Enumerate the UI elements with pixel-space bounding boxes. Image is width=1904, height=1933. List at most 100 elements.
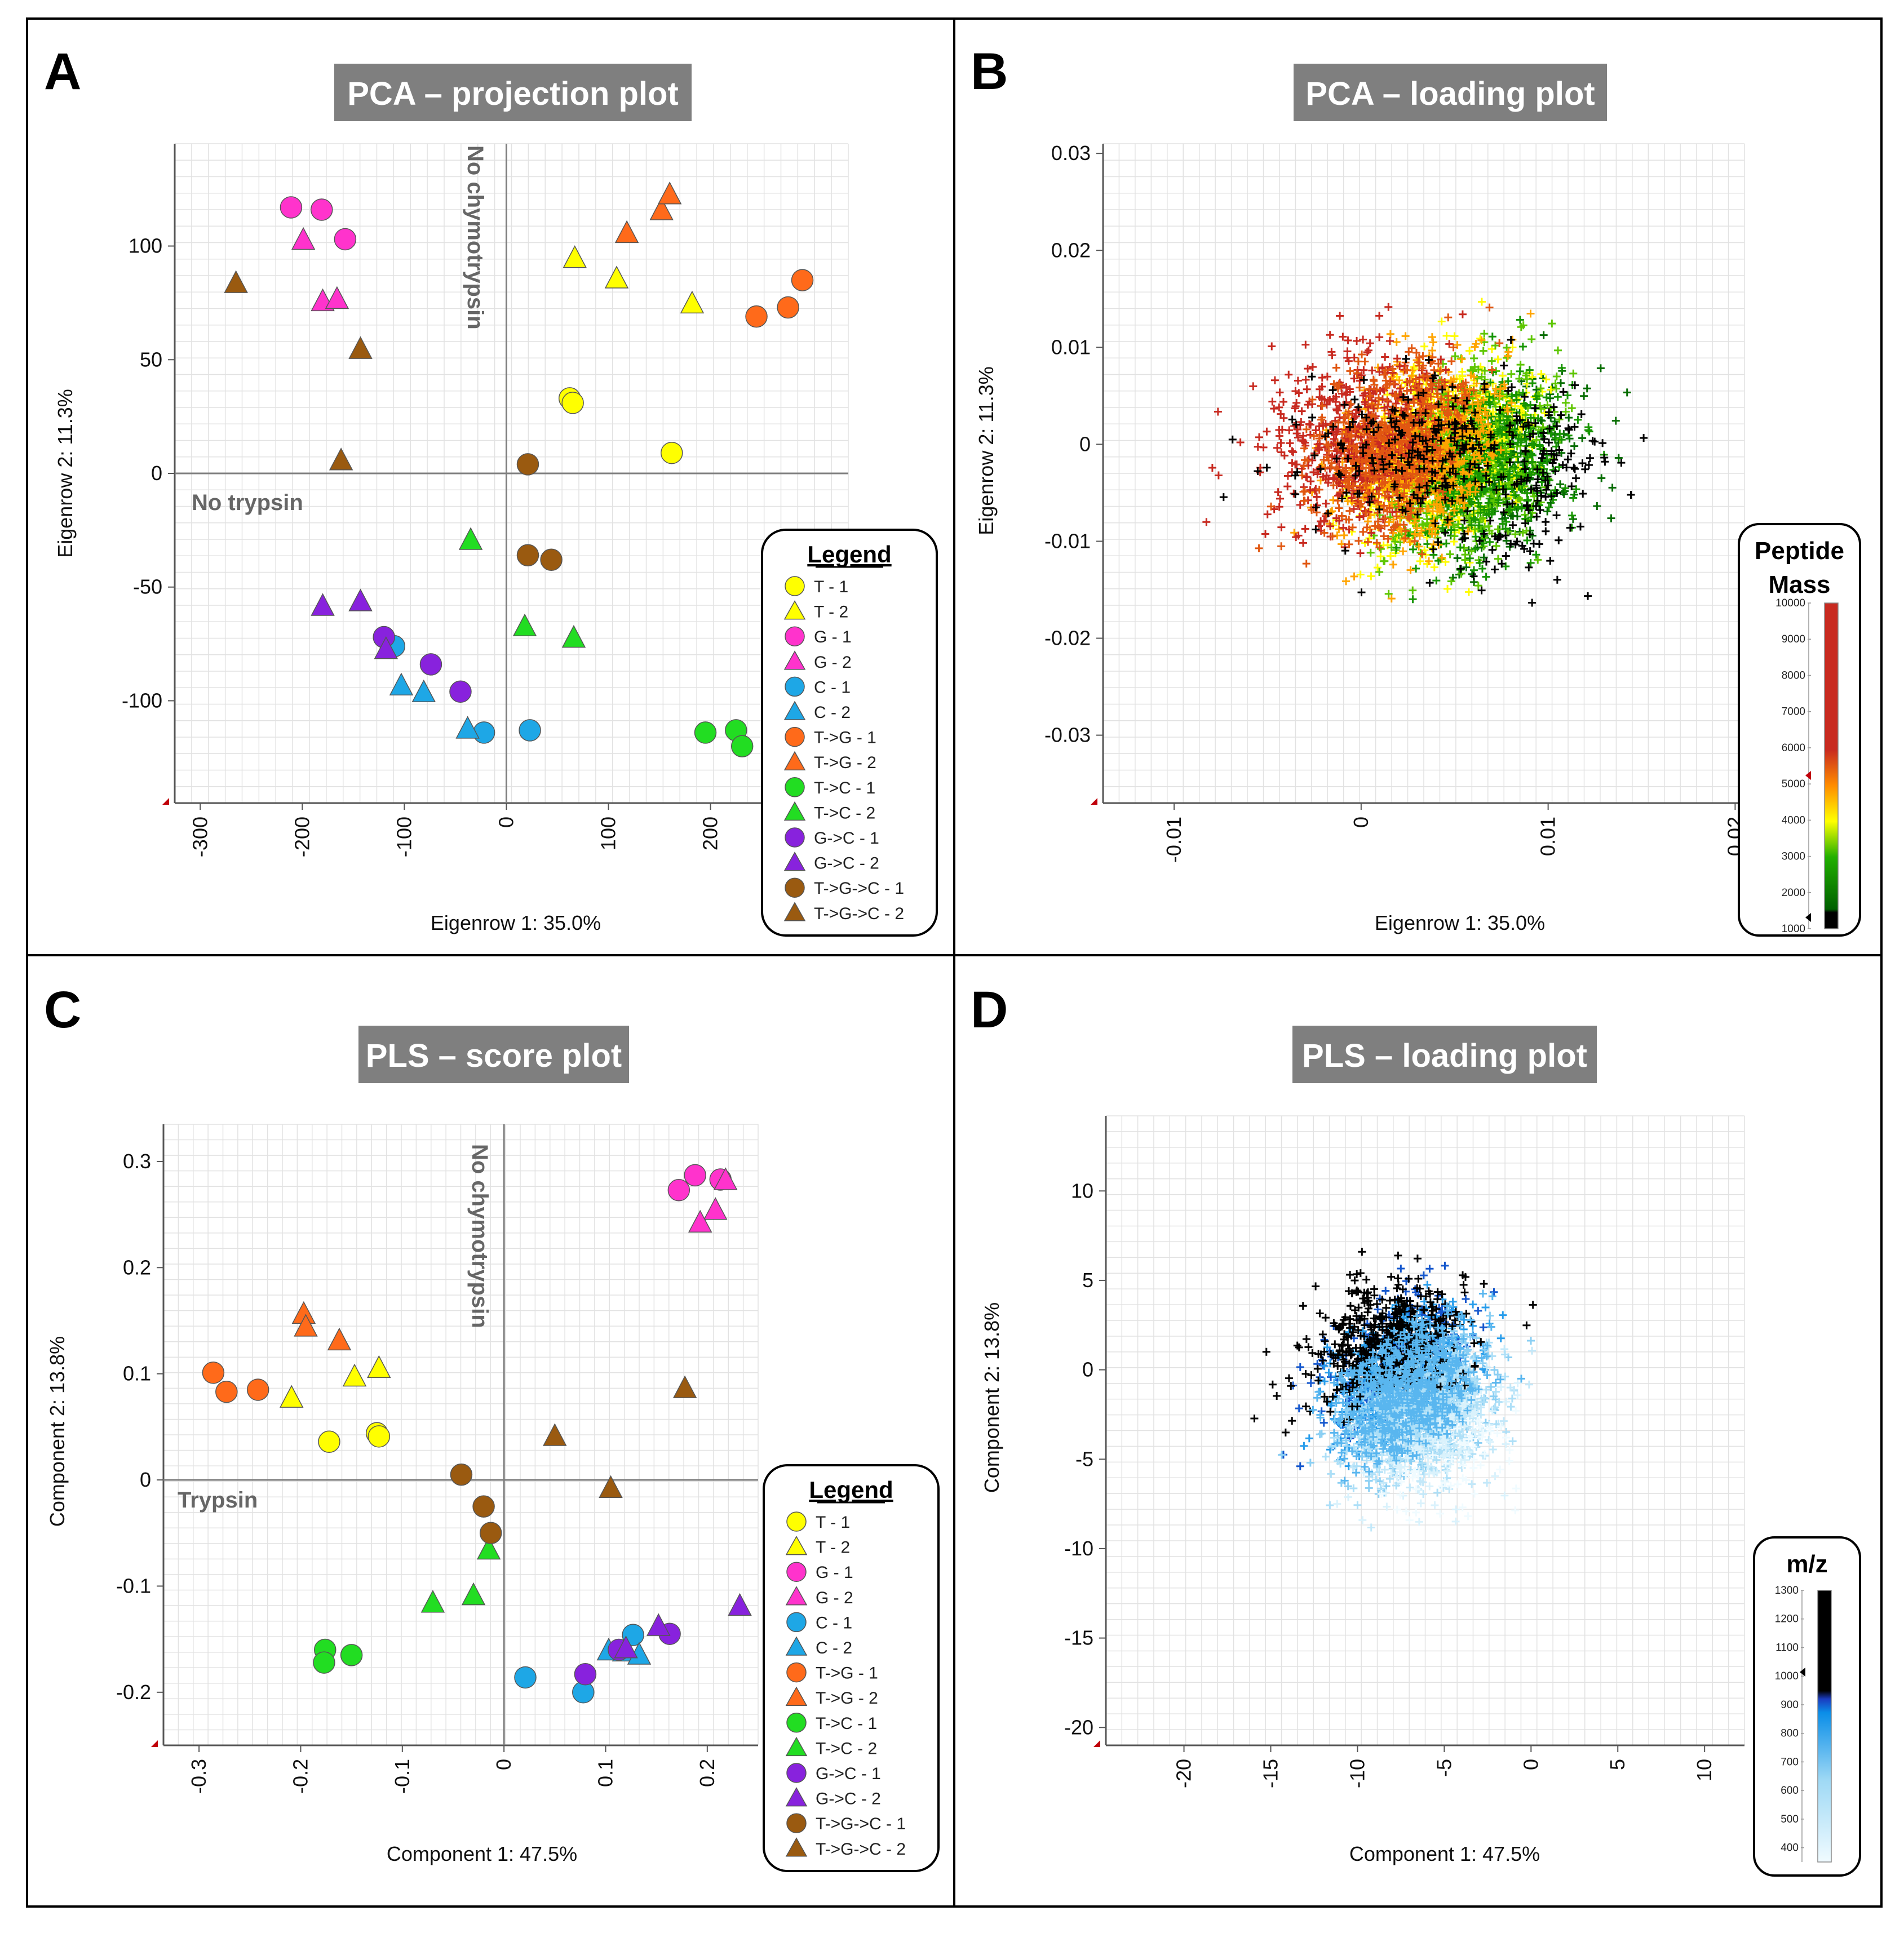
legend-entry: T->G->C - 1: [786, 1813, 906, 1833]
sample-point-c: [472, 1495, 495, 1518]
legend-marker-circle: [785, 576, 805, 596]
sample-point-c: [714, 1167, 738, 1190]
legend-label: T->C - 1: [814, 779, 875, 797]
legend-marker-circle: [786, 1612, 807, 1633]
panel-label-c: C: [44, 981, 81, 1039]
panel-c-xlabel: Component 1: 47.5%: [387, 1842, 577, 1865]
sample-point-a: [561, 624, 586, 648]
legend-label: C - 2: [814, 703, 851, 722]
panel-b-ytick-label: -0.03: [1044, 724, 1091, 747]
panel-d-ytick-label: 10: [1071, 1179, 1093, 1202]
legend-marker-triangle: [783, 801, 806, 821]
panel-b-loading-plot: -0.01 0 0.01 0.02-0.03-0.02-0.0100.010.020.…: [1044, 141, 1746, 863]
legend-marker-circle: [785, 827, 805, 848]
panel-a-title-box: PCA – projection plot: [334, 64, 692, 121]
sample-point-c: [688, 1209, 712, 1233]
legend-entry: T->G - 2: [785, 1686, 878, 1708]
panel-a-ytick-label: 50: [140, 348, 162, 371]
sample-point-a: [411, 679, 436, 703]
panel-d-xtick-label: 0: [1519, 1759, 1542, 1770]
colorbar-tick-label: 9000: [1782, 633, 1805, 645]
legend-label: T->C - 1: [816, 1714, 877, 1733]
sample-point-c: [215, 1380, 238, 1403]
sample-point-a: [519, 719, 541, 742]
sample-point-a: [694, 721, 717, 744]
panel-d-ytick-label: -20: [1064, 1715, 1093, 1739]
colorbar-gradient: [1817, 1590, 1832, 1863]
legend-label: G - 1: [814, 628, 852, 646]
panel-c-xtick-label: 0: [492, 1759, 515, 1770]
colorbar-tick-label: 2000: [1782, 887, 1805, 899]
colorbar-tick-label: 400: [1781, 1842, 1799, 1854]
sample-point-a: [325, 286, 349, 309]
legend-entry: C - 2: [783, 701, 851, 722]
colorbar-tick-label: 500: [1781, 1814, 1799, 1825]
panel-a-ytick-label: 100: [129, 234, 162, 258]
sample-point-c: [367, 1355, 391, 1378]
colorbar-tick-label: 700: [1781, 1756, 1799, 1768]
legend-marker-circle: [786, 1662, 807, 1683]
panel-a-xtick-label: 200: [699, 817, 722, 850]
panel-b-ytick-label: 0.03: [1051, 141, 1091, 165]
panel-d-loading-markers: [1377, 1407, 1520, 1524]
panel-d-ytick-label: 0: [1082, 1358, 1093, 1381]
legend-label: T->G->C - 2: [816, 1840, 906, 1859]
panel-c-ytick-label: -0.1: [116, 1574, 151, 1597]
panel-a-xtick-label: -100: [392, 817, 415, 857]
legend-label: T - 1: [814, 578, 848, 596]
panel-c-title: PLS – score plot: [366, 1038, 622, 1074]
panel-a-xlabel: Eigenrow 1: 35.0%: [431, 911, 601, 934]
legend-entry: G->C - 1: [786, 1763, 881, 1783]
panel-c-score-plot: -0.3 -0.2 -0.1 0 0.1 0.2 -0.2 -0.1 0 0.1 0.2 0.3: [116, 1124, 759, 1794]
legend-title: Legend: [807, 541, 891, 568]
legend-box: [763, 1464, 940, 1872]
colorbar-tick-label: 900: [1781, 1699, 1799, 1711]
panel-b-ytick-label: -0.02: [1044, 627, 1091, 650]
panel-d-origin-marker: [1093, 1740, 1100, 1747]
panel-a-ytick-label: -50: [133, 575, 162, 598]
legend-entry: T->C - 2: [783, 801, 875, 822]
sample-point-a: [561, 392, 584, 414]
sample-point-a: [348, 336, 373, 359]
sample-point-a: [745, 305, 768, 328]
panel-a-ylabel: Eigenrow 2: 11.3%: [54, 389, 77, 558]
panel-a-legend: Legend T - 1 T - 2 G - 1 G - 2 C - 1 C - 2 T->G…: [761, 529, 938, 937]
legend-label: T->C - 2: [816, 1739, 877, 1758]
sample-point-a: [614, 220, 639, 243]
legend-entry: G->C - 2: [785, 1787, 881, 1808]
legend-label: G - 2: [816, 1589, 853, 1607]
panel-a-xtick-label: 100: [597, 817, 620, 850]
panel-d-ytick-label: -5: [1075, 1447, 1093, 1470]
legend-entry: T->G->C - 1: [785, 877, 904, 898]
sample-point-a: [472, 721, 495, 744]
legend-label: G->C - 2: [816, 1790, 881, 1808]
panel-d-ylabel: Component 2: 13.8%: [980, 1302, 1003, 1493]
panel-c-xtick-label: 0.2: [696, 1759, 719, 1787]
legend-entry: G->C - 1: [785, 827, 879, 848]
panel-c-ytick-label: 0: [140, 1468, 151, 1491]
legend-entry: T - 1: [786, 1511, 850, 1532]
sample-point-c: [313, 1651, 335, 1674]
sample-point-a: [334, 228, 357, 251]
sample-point-c: [367, 1425, 391, 1448]
panel-b-ytick-label: 0.02: [1051, 238, 1091, 261]
sample-point-a: [604, 265, 629, 289]
legend-marker-triangle: [783, 600, 806, 620]
colorbar-tick-label: 10000: [1775, 597, 1805, 609]
panel-a-xtick-label: -300: [188, 817, 211, 857]
sample-point-a: [310, 198, 333, 221]
legend-marker-triangle: [783, 650, 806, 670]
legend-label: G->C - 2: [814, 854, 879, 873]
panel-d-loading-markers: [1309, 1289, 1525, 1485]
colorbar-tick-label: 1000: [1782, 923, 1805, 935]
legend-entry: T - 2: [785, 1536, 850, 1557]
legend-marker-circle: [786, 1562, 807, 1582]
panel-d-grid: [1105, 1115, 1745, 1746]
sample-point-c: [318, 1430, 340, 1453]
panel-b-ytick-label: 0.01: [1051, 335, 1091, 358]
sample-point-a: [224, 270, 248, 293]
colorbar-title: Mass: [1768, 571, 1830, 598]
legend-label: T - 1: [816, 1513, 850, 1532]
legend-label: T->G->C - 1: [816, 1815, 906, 1833]
sample-point-c: [420, 1590, 445, 1613]
